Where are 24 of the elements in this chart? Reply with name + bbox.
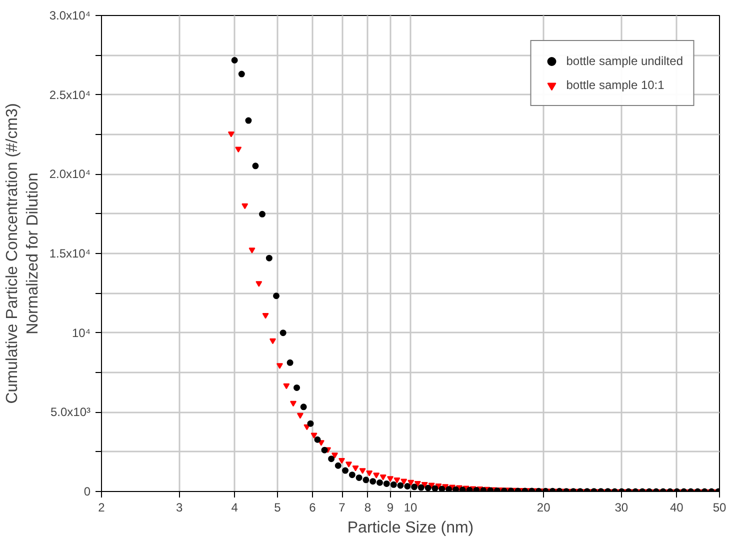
y-tick-label: 0 (84, 484, 91, 498)
y-tick-label: 3.0x10⁴ (49, 8, 90, 22)
x-tick-label: 20 (536, 500, 551, 514)
x-tick-label: 7 (338, 500, 346, 514)
x-tick-label: 3 (176, 500, 184, 514)
y-tick-label: 5.0x10³ (50, 405, 91, 420)
legend-label: bottle sample undilted (566, 54, 683, 68)
x-tick-label: 2 (98, 500, 106, 514)
x-tick-label: 9 (386, 500, 394, 514)
x-tick-label: 50 (712, 500, 726, 514)
x-tick-label: 10 (404, 500, 418, 514)
x-axis-title: Particle Size (nm) (347, 520, 474, 536)
x-tick-label: 5 (274, 500, 282, 514)
y-axis-title: Cumulative Particle Concentration (#/cm3) Normalized for Dilution (4, 103, 42, 404)
y-tick-label: 10⁴ (72, 326, 91, 340)
y-tick-label: 2.0x10⁴ (49, 167, 90, 182)
x-tick-label: 40 (670, 500, 684, 514)
x-tick-label: 8 (364, 500, 372, 514)
x-tick-label: 30 (614, 500, 628, 514)
y-tick-label: 1.5x10⁴ (49, 246, 90, 260)
y-tick-label: 2.5x10⁴ (49, 88, 90, 102)
x-tick-label: 6 (309, 500, 316, 514)
legend-label: bottle sample 10:1 (566, 78, 664, 92)
x-tick-label: 4 (231, 500, 238, 514)
